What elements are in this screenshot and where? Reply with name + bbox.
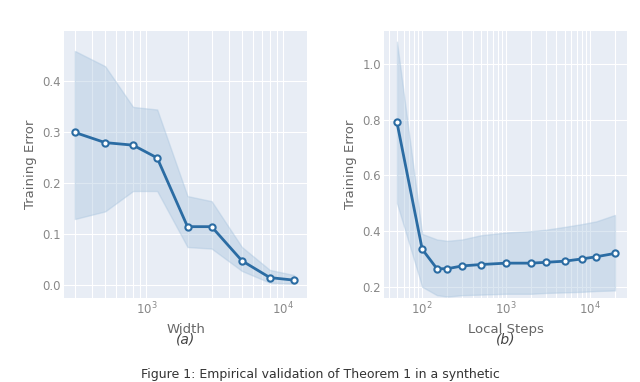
Y-axis label: Training Error: Training Error: [24, 120, 37, 209]
Text: (a): (a): [176, 333, 195, 347]
Text: Figure 1: Empirical validation of Theorem 1 in a synthetic: Figure 1: Empirical validation of Theore…: [141, 368, 499, 381]
Text: (b): (b): [496, 333, 515, 347]
Y-axis label: Training Error: Training Error: [344, 120, 357, 209]
X-axis label: Width: Width: [166, 323, 205, 336]
X-axis label: Local Steps: Local Steps: [468, 323, 543, 336]
